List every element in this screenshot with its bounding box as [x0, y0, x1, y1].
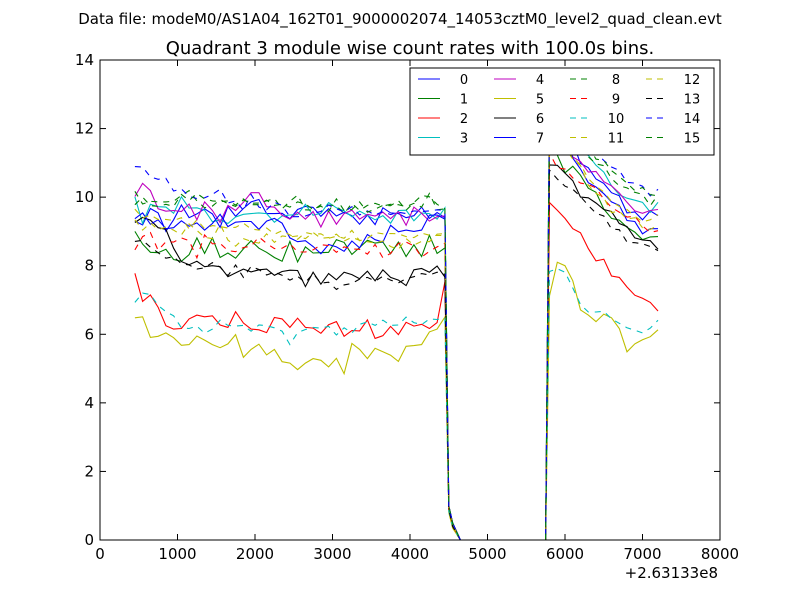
legend-label-11: 11: [608, 132, 625, 147]
legend-label-8: 8: [612, 73, 620, 88]
legend-label-4: 4: [536, 73, 544, 88]
legend-box: [409, 67, 715, 156]
y-tick-label: 0: [84, 531, 94, 549]
x-tick-label: 8000: [701, 545, 739, 563]
y-tick-label: 8: [84, 257, 94, 275]
series-line-0: [134, 117, 659, 541]
series-line-12: [134, 128, 659, 541]
series-line-1: [134, 150, 659, 541]
x-tick-label: 1000: [158, 545, 196, 563]
x-tick-label: 4000: [391, 545, 429, 563]
legend-label-1: 1: [460, 93, 468, 108]
series-line-11: [134, 131, 659, 541]
y-tick-label: 6: [84, 325, 94, 343]
series-line-5: [134, 261, 659, 541]
series-line-10: [134, 268, 659, 541]
x-tick-label: 2000: [236, 545, 274, 563]
y-tick-label: 12: [75, 120, 94, 138]
chart-title: Quadrant 3 module wise count rates with …: [166, 38, 655, 59]
x-axis-offset-label: +2.63133e8: [625, 564, 718, 582]
y-tick-label: 10: [75, 188, 94, 206]
chart-supertitle: Data file: modeM0/AS1A04_162T01_90000020…: [78, 10, 722, 29]
series-line-7: [134, 117, 658, 541]
series-group: [134, 99, 659, 541]
y-tick-label: 14: [75, 51, 94, 69]
x-tick-label: 6000: [546, 545, 584, 563]
legend-label-5: 5: [536, 93, 544, 108]
legend-label-9: 9: [612, 93, 620, 108]
y-tick-label: 2: [84, 462, 94, 480]
series-line-6: [134, 164, 659, 541]
legend-label-12: 12: [684, 73, 701, 88]
legend-label-14: 14: [684, 112, 701, 127]
x-axis: 0 1000 2000 3000 4000 5000 6000 7000 8000: [95, 60, 739, 563]
legend-label-13: 13: [684, 93, 701, 108]
legend-label-2: 2: [460, 112, 468, 127]
series-line-2: [134, 201, 659, 541]
x-tick-label: 7000: [623, 545, 661, 563]
legend-label-3: 3: [460, 132, 468, 147]
series-line-13: [134, 168, 659, 541]
y-tick-label: 4: [84, 394, 94, 412]
series-line-9: [134, 152, 659, 541]
series-line-8: [134, 99, 659, 541]
x-tick-label: 3000: [313, 545, 351, 563]
series-line-4: [134, 114, 659, 541]
legend-label-7: 7: [536, 132, 544, 147]
x-tick-label: 0: [95, 545, 105, 563]
legend-label-15: 15: [684, 132, 701, 147]
legend-label-10: 10: [608, 112, 625, 127]
legend-label-0: 0: [460, 73, 468, 88]
x-tick-label: 5000: [468, 545, 506, 563]
legend-label-6: 6: [536, 112, 544, 127]
